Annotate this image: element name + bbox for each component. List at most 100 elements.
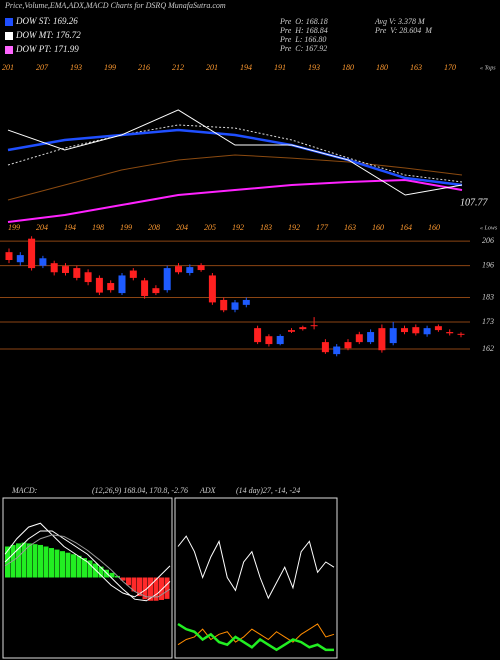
ema-line (7, 124, 463, 183)
legend-label: DOW MT: 176.72 (15, 30, 81, 40)
candle-body (163, 268, 171, 291)
adx-line (177, 535, 335, 600)
histogram-bar (159, 577, 164, 600)
histogram-bar (137, 577, 142, 597)
candle-body (5, 252, 13, 260)
ema-line (7, 128, 463, 187)
macd-line (4, 522, 171, 598)
top-label: 170 (444, 63, 456, 72)
candle-body (242, 299, 250, 305)
info-text: Pre C: 167.92 (279, 44, 327, 53)
macd-params: (12,26,9) 168.04, 170.8, -2.76 (92, 486, 188, 495)
candle-body (378, 328, 386, 351)
lows-label: « Lows (480, 225, 498, 231)
ema-line (7, 109, 463, 196)
low-label: 204 (36, 223, 48, 232)
candle-body (220, 299, 228, 311)
top-label: 191 (274, 63, 286, 72)
histogram-bar (131, 577, 137, 592)
histogram-bar (87, 560, 93, 578)
top-label: 180 (376, 63, 388, 72)
adx-line (177, 623, 335, 646)
adx-params: (14 day)27, -14, -24 (236, 486, 300, 495)
candle-body (367, 332, 375, 343)
candle-body (276, 335, 284, 345)
top-label: 163 (410, 63, 422, 72)
candle-body (73, 268, 81, 278)
candle-body (389, 328, 397, 344)
candle-body (95, 277, 103, 293)
candle-body (175, 266, 182, 273)
histogram-bar (65, 552, 71, 578)
y-tick-label: 183 (482, 292, 494, 301)
legend-swatch (5, 18, 13, 26)
low-label: 177 (316, 223, 329, 232)
legend-swatch (5, 32, 13, 40)
top-label: 180 (342, 63, 354, 72)
top-label: 216 (138, 63, 150, 72)
histogram-bar (82, 558, 87, 578)
macd-line (4, 534, 171, 598)
histogram-bar (98, 566, 104, 578)
legend-swatch (5, 46, 13, 54)
candle-body (321, 342, 329, 353)
low-label: 192 (288, 223, 300, 232)
volume-text: Pre V: 28.604 M (374, 26, 433, 35)
low-label: 160 (372, 223, 384, 232)
low-label: 164 (400, 223, 412, 232)
histogram-bar (32, 544, 38, 578)
chart-title: Price,Volume,EMA,ADX,MACD Charts for DSR… (4, 1, 226, 10)
legend-label: DOW ST: 169.26 (15, 16, 78, 26)
ema-line (7, 178, 463, 223)
candle-body (141, 280, 149, 297)
volume-text: Avg V: 3.378 M (374, 17, 426, 26)
histogram-bar (10, 544, 16, 578)
legend-label: DOW PT: 171.99 (15, 44, 79, 54)
histogram-bar (43, 546, 49, 578)
candle-body (39, 258, 47, 266)
low-label: 208 (148, 223, 160, 232)
info-text: Pre H: 168.84 (279, 26, 328, 35)
candle-body (434, 326, 442, 331)
tops-label: « Tops (480, 65, 496, 71)
histogram-bar (126, 577, 131, 586)
candle-body (152, 288, 160, 294)
histogram-bar (76, 555, 82, 578)
top-label: 201 (206, 63, 218, 72)
adx-label: ADX (199, 486, 217, 495)
candle-body (355, 334, 363, 343)
histogram-bar (16, 543, 21, 578)
candle-body (16, 255, 24, 263)
candle-body (62, 266, 69, 273)
histogram-bar (21, 542, 27, 578)
candle-body (254, 328, 262, 343)
top-label: 201 (2, 63, 14, 72)
low-label: 204 (176, 223, 188, 232)
macd-label: MACD: (11, 486, 38, 495)
top-label: 212 (172, 63, 184, 72)
low-label: 183 (260, 223, 272, 232)
info-text: Pre O: 168.18 (279, 17, 328, 26)
low-label: 192 (232, 223, 244, 232)
histogram-bar (54, 549, 60, 578)
ema-line (7, 154, 463, 201)
candle-body (28, 238, 36, 269)
candle-body (310, 325, 318, 327)
y-tick-label: 196 (482, 260, 494, 269)
candle-body (299, 327, 307, 330)
low-label: 160 (428, 223, 440, 232)
info-text: Pre L: 166.80 (279, 35, 326, 44)
macd-line (4, 530, 171, 602)
candle-body (457, 333, 465, 335)
last-value: 107.77 (460, 197, 489, 208)
y-tick-label: 173 (482, 317, 494, 326)
histogram-bar (49, 548, 54, 578)
top-label: 199 (104, 63, 116, 72)
histogram-bar (38, 544, 43, 578)
histogram-bar (71, 554, 76, 578)
candle-body (197, 265, 205, 271)
low-label: 163 (344, 223, 356, 232)
candle-body (208, 275, 216, 303)
histogram-bar (142, 577, 148, 600)
